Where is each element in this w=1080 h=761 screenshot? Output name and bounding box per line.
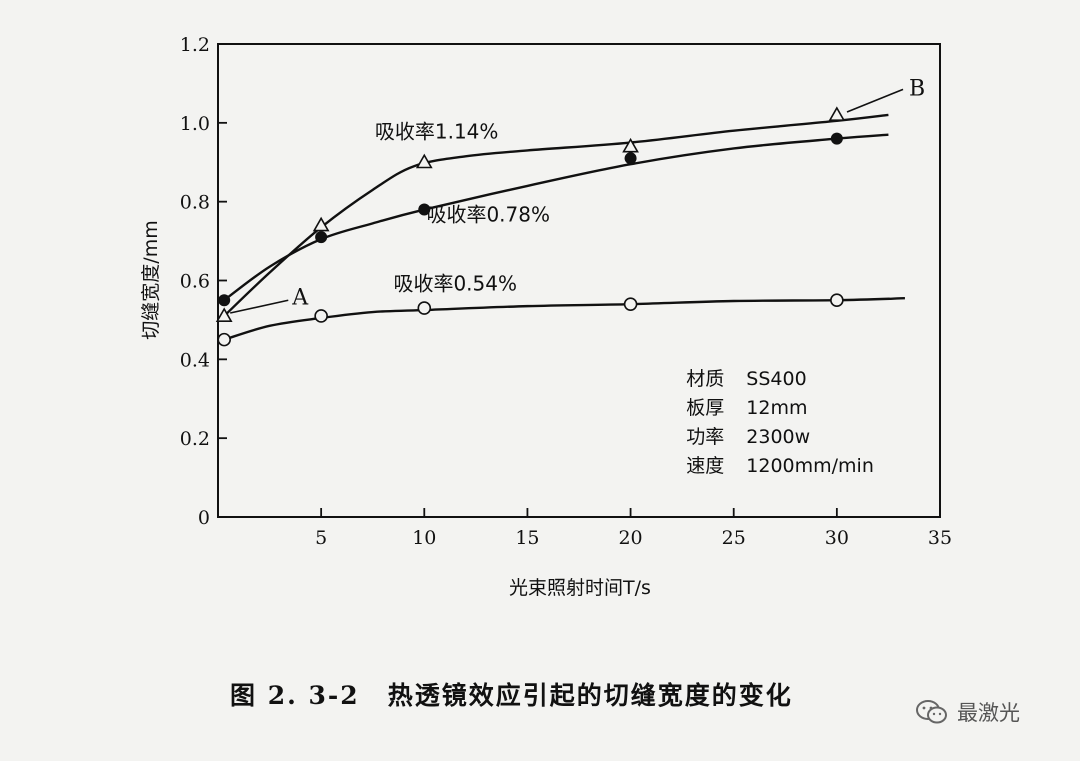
plot-axes [217,43,941,518]
y-tick-label: 1.0 [180,113,210,135]
series-3 [217,293,905,347]
annotations: 吸收率1.14% 吸收率0.78% 吸收率0.54% A B 材质 SS400 板厚 12mm 功… [230,76,925,477]
figure-caption-text: 热透镜效应引起的切缝宽度的变化 [387,681,793,710]
data-point-filled [418,203,431,216]
x-tick-label: 10 [412,527,436,549]
y-axis-title: 切缝宽度/mm [140,220,162,339]
data-point-triangle [215,307,233,323]
data-point-open [314,309,328,323]
y-tick-label: 0.6 [180,271,210,293]
series-line [223,297,905,341]
plot-frame [217,43,941,518]
y-tick-label: 0.4 [180,349,210,371]
y-tick-label: 0 [198,507,210,529]
condition-key: 材质 [686,368,724,390]
ticks: 0 0.2 0.4 0.6 0.8 1.0 1.2 5 10 15 20 25 30 35 [180,34,952,549]
series-line [223,133,889,302]
data-point-open [830,293,844,308]
condition-key: 功率 [686,426,724,448]
x-tick-label: 20 [618,527,642,549]
data-point-filled [315,231,328,244]
x-axis-title: 光束照射时间T/s [509,577,651,599]
x-tick-label: 35 [928,527,952,549]
series-line [223,113,889,317]
annotation-leader [846,88,904,113]
data-point-triangle [622,137,639,153]
data-point-open [623,297,638,311]
condition-key: 速度 [686,455,724,477]
figure-caption: 图 2. 3-2 热透镜效应引起的切缝宽度的变化 [230,676,793,712]
x-tick-label: 5 [315,527,327,549]
watermark: 最激光 [915,697,1020,727]
data-point-open [217,332,231,347]
series-1 [215,106,889,323]
data-point-filled [218,294,231,307]
y-tick-label: 0.8 [180,192,210,214]
y-tick-label: 0.2 [180,428,210,450]
condition-value: 12mm [746,397,807,419]
data-point-filled [830,132,843,145]
x-tick-label: 30 [825,527,849,549]
x-tick-label: 25 [722,527,746,549]
condition-value: 1200mm/min [746,455,874,477]
data-point-triangle [415,153,433,169]
series-label: 吸收率0.54% [393,271,517,295]
x-tick-label: 15 [515,527,539,549]
condition-value: SS400 [746,368,806,390]
data-point-filled [624,152,637,165]
condition-value: 2300w [746,426,810,448]
condition-key: 板厚 [686,397,724,419]
annotation-leader [230,299,289,314]
series-label: 吸收率1.14% [375,120,499,144]
data-point-open [417,301,432,315]
data-point-triangle [312,216,330,232]
y-tick-label: 1.2 [180,34,210,56]
watermark-text: 最激光 [957,701,1020,725]
series [215,106,905,347]
wechat-icon [915,699,949,725]
series-label: 吸收率0.78% [426,202,550,226]
figure-number: 图 2. 3-2 [230,681,360,710]
annotation-label-b: B [909,76,925,101]
data-point-triangle [828,106,846,121]
series-2 [218,132,889,307]
annotation-label-a: A [291,285,309,310]
